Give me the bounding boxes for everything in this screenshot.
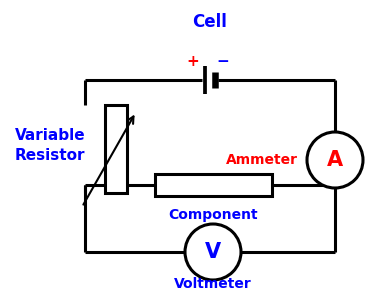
Circle shape: [185, 224, 241, 280]
Text: Resistor: Resistor: [15, 147, 85, 162]
Text: A: A: [327, 150, 343, 170]
Text: −: −: [217, 55, 229, 69]
Text: Voltmeter: Voltmeter: [174, 277, 252, 289]
Bar: [155, 174, 272, 196]
Text: Cell: Cell: [193, 13, 227, 31]
Text: +: +: [187, 55, 199, 69]
Bar: [105, 105, 127, 193]
Text: Ammeter: Ammeter: [226, 153, 298, 167]
Text: Component: Component: [168, 208, 258, 222]
Text: Variable: Variable: [15, 127, 85, 142]
Circle shape: [307, 132, 363, 188]
Text: V: V: [205, 242, 221, 262]
